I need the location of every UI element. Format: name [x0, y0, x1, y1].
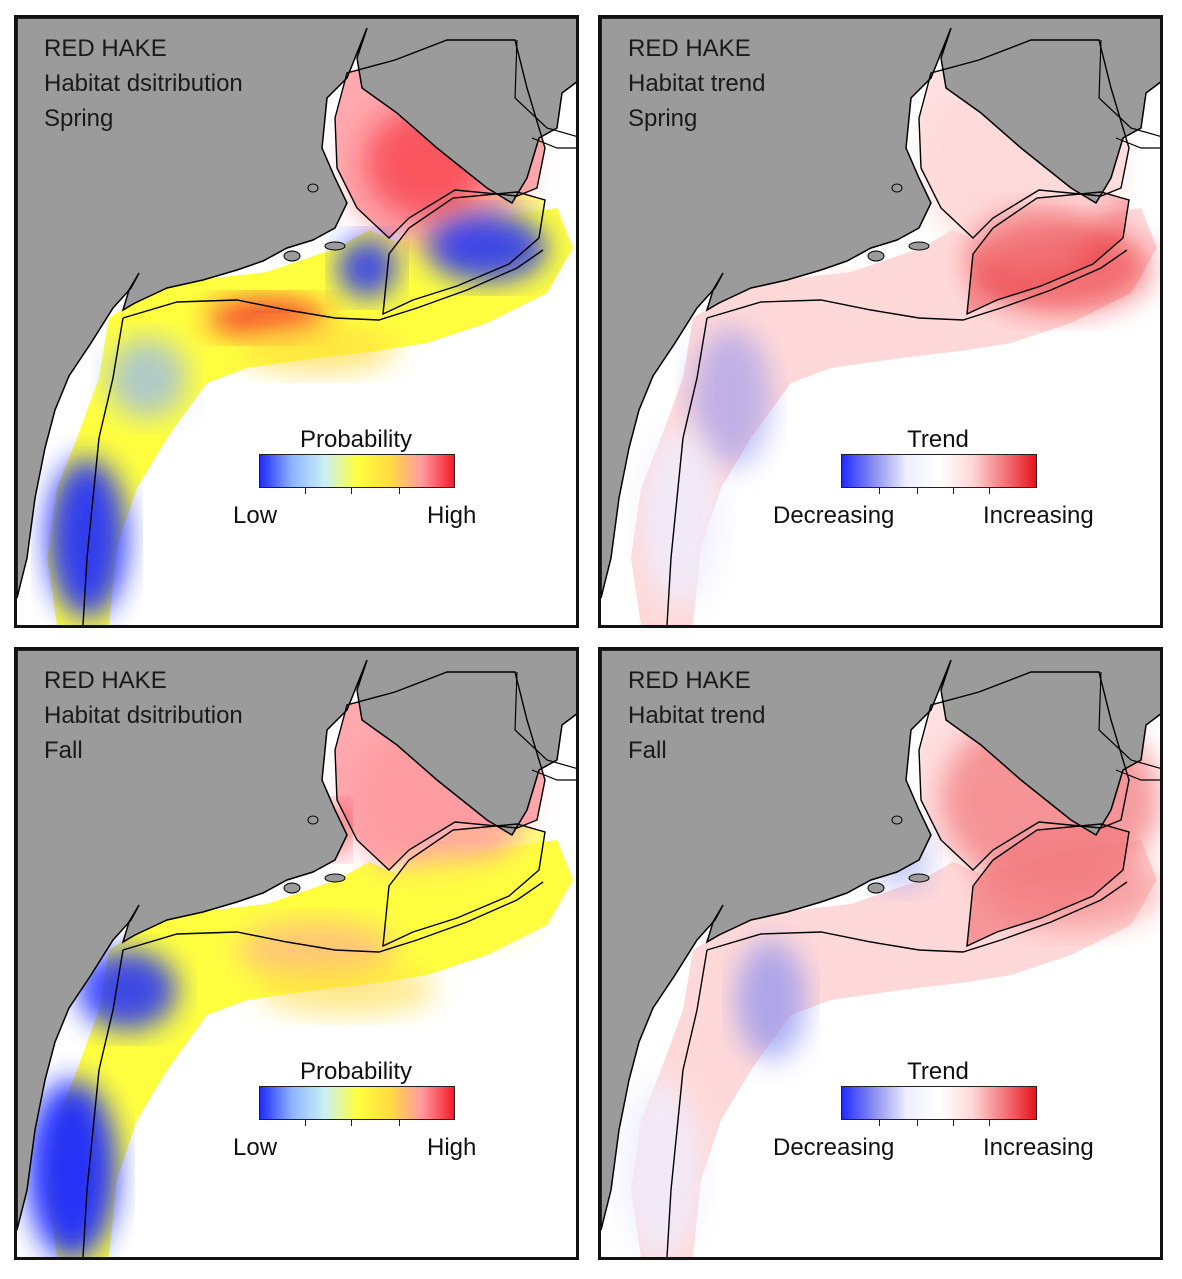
legend-tick — [305, 1120, 306, 1126]
habitat-cell-cluster — [107, 338, 187, 418]
species-label: RED HAKE — [628, 37, 751, 61]
legend-tick — [351, 1120, 352, 1126]
legend-tick — [879, 1120, 880, 1126]
island — [284, 251, 300, 261]
species-label: RED HAKE — [44, 37, 167, 61]
legend-title: Trend — [841, 1060, 1035, 1084]
legend-low-label: Low — [233, 504, 277, 528]
map-panel-fall-distribution: RED HAKE Habitat dsitribution Fall Proba… — [14, 647, 579, 1260]
island — [308, 184, 318, 192]
legend-colorbar — [841, 1086, 1037, 1120]
legend-high-label: Increasing — [983, 504, 1094, 528]
season-label: Fall — [44, 739, 83, 763]
legend-tick — [879, 488, 880, 494]
habitat-cell-cluster — [971, 208, 1091, 288]
map-canvas — [601, 650, 1160, 1257]
species-label: RED HAKE — [44, 669, 167, 693]
legend-title: Probability — [259, 428, 453, 452]
legend-tick — [953, 1120, 954, 1126]
habitat-cell-cluster — [427, 214, 547, 282]
legend-tick — [989, 1120, 990, 1126]
map-panel-spring-distribution: RED HAKE Habitat dsitribution Spring Pro… — [14, 15, 579, 628]
legend-colorbar — [841, 454, 1037, 488]
island — [909, 242, 929, 250]
metric-label: Habitat dsitribution — [44, 704, 243, 728]
habitat-cell-cluster — [47, 458, 127, 618]
species-label: RED HAKE — [628, 669, 751, 693]
legend-low-label: Decreasing — [773, 1136, 894, 1160]
legend-high-label: High — [427, 504, 476, 528]
metric-label: Habitat trend — [628, 704, 765, 728]
map-panel-spring-trend: RED HAKE Habitat trend Spring Trend Decr… — [598, 15, 1163, 628]
habitat-cell-cluster — [237, 323, 397, 373]
legend-tick — [351, 488, 352, 494]
legend-tick — [989, 488, 990, 494]
island — [325, 874, 345, 882]
habitat-cell-cluster — [377, 860, 537, 940]
legend-low-label: Low — [233, 1136, 277, 1160]
legend-tick — [917, 488, 918, 494]
island — [909, 874, 929, 882]
island — [892, 816, 902, 824]
habitat-cell-cluster — [621, 1080, 701, 1257]
habitat-cell-cluster — [771, 278, 931, 338]
legend-tick — [399, 1120, 400, 1126]
habitat-cell-cluster — [981, 850, 1160, 930]
season-label: Spring — [628, 107, 697, 131]
legend-title: Probability — [259, 1060, 453, 1084]
island — [325, 242, 345, 250]
metric-label: Habitat trend — [628, 72, 765, 96]
legend-tick — [305, 488, 306, 494]
island — [868, 251, 884, 261]
legend-tick — [399, 488, 400, 494]
legend-tick — [953, 488, 954, 494]
habitat-cell-cluster — [736, 940, 806, 1060]
map-canvas — [17, 650, 576, 1257]
legend-tick — [917, 1120, 918, 1126]
legend-colorbar — [259, 1086, 455, 1120]
legend-title: Trend — [841, 428, 1035, 452]
island — [308, 816, 318, 824]
legend-low-label: Decreasing — [773, 504, 894, 528]
season-label: Spring — [44, 107, 113, 131]
season-label: Fall — [628, 739, 667, 763]
island — [284, 883, 300, 893]
legend-colorbar — [259, 454, 455, 488]
habitat-cell-cluster — [257, 965, 437, 1015]
island — [892, 184, 902, 192]
map-panel-fall-trend: RED HAKE Habitat trend Fall Trend Decrea… — [598, 647, 1163, 1260]
legend-high-label: High — [427, 1136, 476, 1160]
island — [868, 883, 884, 893]
metric-label: Habitat dsitribution — [44, 72, 243, 96]
habitat-cell-cluster — [27, 1080, 117, 1257]
legend-high-label: Increasing — [983, 1136, 1094, 1160]
